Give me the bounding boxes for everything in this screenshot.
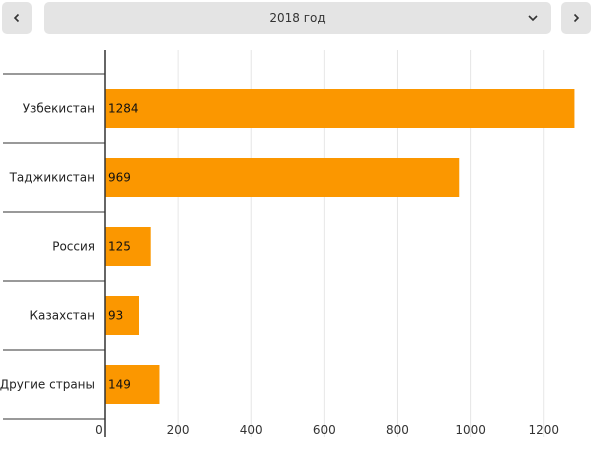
bar-value-label: 93 <box>108 309 123 323</box>
bar <box>105 365 160 404</box>
bar-value-label: 125 <box>108 240 131 254</box>
chevron-down-icon <box>528 15 538 22</box>
category-label: Россия <box>52 240 95 254</box>
next-year-button[interactable] <box>561 2 591 34</box>
chevron-right-icon <box>573 13 580 23</box>
category-label: Другие страны <box>0 378 95 392</box>
category-label: Казахстан <box>30 309 96 323</box>
chevron-left-icon <box>13 13 20 23</box>
bar <box>105 89 575 128</box>
bar <box>105 227 151 266</box>
year-select[interactable]: 2018 год <box>44 2 551 34</box>
bar <box>105 158 460 197</box>
bars <box>105 89 575 404</box>
x-tick-label: 1200 <box>528 423 559 437</box>
axes <box>3 50 106 437</box>
x-tick-label: 800 <box>386 423 409 437</box>
year-select-value: 2018 год <box>269 11 326 25</box>
category-label: Таджикистан <box>9 171 95 185</box>
prev-year-button[interactable] <box>2 2 32 34</box>
bar-value-label: 1284 <box>108 102 139 116</box>
labels: 0 200 400 600 800 1000 1200 Узбекистан 1284 Таджи… <box>0 102 559 438</box>
bar-value-label: 149 <box>108 378 131 392</box>
bar <box>105 296 140 335</box>
category-label: Узбекистан <box>23 102 95 116</box>
x-tick-label: 200 <box>167 423 190 437</box>
x-tick-label: 400 <box>240 423 263 437</box>
x-tick-label: 600 <box>313 423 336 437</box>
x-tick-label: 0 <box>95 423 103 437</box>
bar-value-label: 969 <box>108 171 131 185</box>
x-tick-label: 1000 <box>455 423 486 437</box>
